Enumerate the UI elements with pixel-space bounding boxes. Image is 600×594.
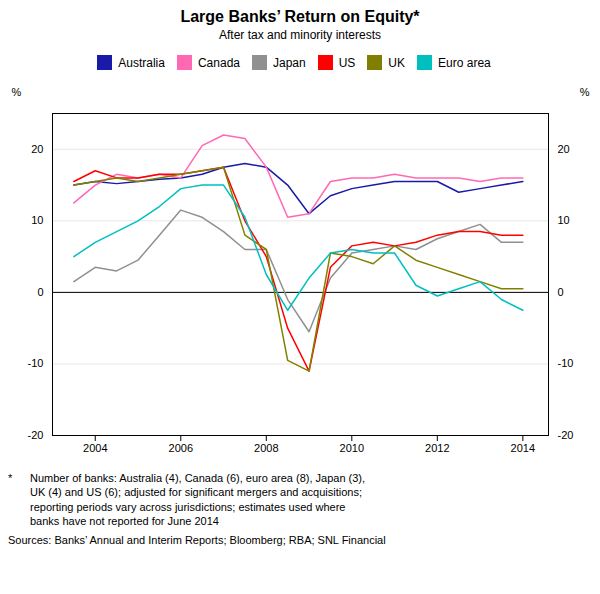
svg-text:-20: -20	[558, 429, 574, 441]
html-text:After tax and minority interes: After tax and minority interests	[219, 28, 381, 42]
svg-text:2014: 2014	[511, 442, 535, 454]
svg-text:0: 0	[37, 286, 43, 298]
svg-text:2012: 2012	[425, 442, 449, 454]
html-text:US: US	[338, 55, 356, 70]
svg-text:2010: 2010	[340, 442, 364, 454]
svg-text:20: 20	[31, 143, 43, 155]
svg-text:0: 0	[558, 286, 564, 298]
html-text:Australia: Australia	[118, 55, 165, 70]
svg-text:-10: -10	[558, 357, 574, 369]
svg-text:10: 10	[31, 214, 43, 226]
svg-text:-10: -10	[28, 357, 44, 369]
svg-text:-20: -20	[28, 429, 44, 441]
svg-text:2006: 2006	[169, 442, 193, 454]
svg-text:%: %	[580, 86, 590, 98]
html-text:Euro area: Euro area	[438, 55, 491, 70]
svg-text:20: 20	[558, 143, 570, 155]
svg-text:10: 10	[558, 214, 570, 226]
svg-text:%: %	[12, 86, 22, 98]
html-text:Large Banks’ Return on Equity*: Large Banks’ Return on Equity*	[180, 8, 420, 25]
html-text:Number of banks: Australia (4): Number of banks: Australia (4), Canada (…	[30, 472, 366, 527]
html-text:UK: UK	[388, 55, 405, 70]
html-text:Canada: Canada	[197, 55, 240, 70]
svg-text:2008: 2008	[254, 442, 278, 454]
svg-text:2004: 2004	[83, 442, 107, 454]
html-text:Sources: Banks’ Annual and Int: Sources: Banks’ Annual and Interim Repor…	[8, 534, 386, 547]
html-text:Japan: Japan	[273, 55, 306, 70]
